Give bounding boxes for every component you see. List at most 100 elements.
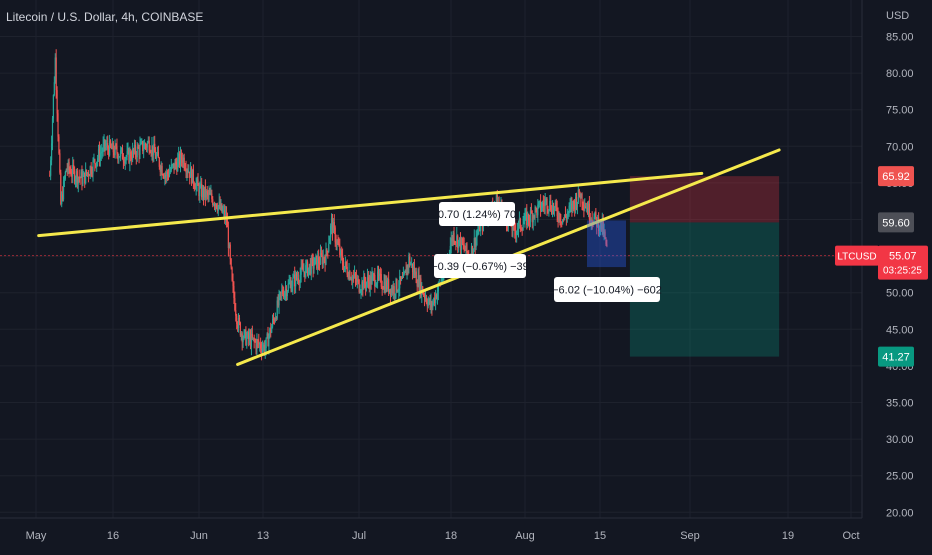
candle-body — [68, 162, 70, 171]
candle-body — [243, 331, 245, 339]
candle-body — [97, 149, 100, 159]
candle-body — [119, 156, 121, 158]
candle-body — [97, 158, 99, 162]
candle-body — [258, 340, 260, 345]
candle-body — [420, 278, 422, 296]
candle-body — [135, 154, 137, 158]
candle-body — [334, 227, 336, 243]
candle-body — [51, 118, 54, 144]
candle-body — [554, 202, 556, 207]
candle-body — [580, 193, 582, 199]
candle-body — [496, 195, 498, 207]
time-scale[interactable] — [0, 518, 862, 550]
measure-range-box[interactable] — [587, 220, 626, 268]
candle-body — [301, 266, 303, 268]
candle-body — [260, 348, 263, 353]
candle-body — [602, 218, 604, 234]
candle-body — [132, 148, 135, 152]
candle-body — [578, 189, 580, 197]
candle-body — [216, 207, 218, 211]
candle-body — [288, 283, 290, 285]
candle-body — [338, 244, 340, 246]
candle-body — [565, 216, 567, 219]
candle-body — [231, 267, 233, 281]
candle-body — [424, 297, 427, 299]
candle-body — [547, 208, 549, 210]
candle-body — [262, 344, 264, 348]
candle-body — [330, 218, 333, 226]
candle-body — [436, 291, 439, 299]
candle-body — [79, 177, 81, 179]
candle-body — [276, 300, 278, 319]
candle-body — [387, 279, 389, 290]
candle-body — [562, 219, 564, 224]
measure-label-box[interactable] — [554, 277, 660, 302]
candle-body — [318, 257, 320, 264]
candle-body — [71, 175, 73, 177]
candle-body — [95, 163, 97, 167]
x-tick-label: Oct — [842, 530, 859, 542]
candle-body — [333, 222, 335, 228]
candle-body — [383, 281, 385, 290]
candle-body — [248, 332, 250, 340]
candle-body — [458, 237, 461, 241]
candle-body — [136, 146, 138, 158]
candle-body — [228, 244, 230, 248]
candle-body — [118, 157, 120, 160]
candle-body — [114, 144, 116, 156]
candle-body — [308, 263, 311, 268]
candle-body — [187, 170, 189, 173]
candle-body — [442, 276, 444, 281]
candle-body — [400, 276, 402, 281]
candle-body — [154, 143, 156, 153]
candle-body — [563, 219, 565, 221]
candle-body — [156, 151, 159, 156]
candle-body — [190, 167, 193, 184]
currency-label: USD — [886, 10, 909, 22]
candle-body — [415, 271, 417, 284]
candle-body — [167, 171, 169, 175]
candle-body — [516, 229, 519, 232]
entry-price-tag-label: 59.60 — [882, 217, 910, 229]
candle-body — [598, 228, 601, 232]
chart-title: Litecoin / U.S. Dollar, 4h, COINBASE — [6, 10, 204, 24]
measure-label-box[interactable] — [434, 254, 526, 278]
candle-body — [282, 289, 284, 295]
candle-body — [560, 221, 562, 223]
candle-body — [84, 172, 86, 184]
candle-body — [388, 289, 391, 293]
candle-body — [312, 258, 314, 269]
candle-body — [566, 213, 568, 219]
candle-body — [467, 251, 469, 254]
candle-body — [564, 214, 567, 217]
candle-body — [576, 201, 579, 208]
candle-body — [449, 245, 451, 255]
candle-body — [281, 289, 283, 293]
candle-body — [394, 293, 396, 295]
candle-body — [53, 82, 55, 95]
measure-label-box[interactable] — [439, 202, 515, 226]
candle-body — [441, 280, 443, 282]
candle-body — [188, 171, 190, 173]
trendline-upper[interactable] — [37, 171, 704, 238]
candle-body — [204, 186, 206, 198]
candle-body — [126, 151, 128, 157]
candle-body — [249, 335, 252, 347]
candle-body — [223, 210, 225, 212]
target-price-tag-label: 65.92 — [882, 171, 910, 183]
candle-body — [81, 171, 83, 185]
candle-body — [298, 282, 300, 284]
candle-body — [416, 283, 418, 287]
candle-body — [150, 152, 152, 154]
candle-body — [585, 206, 587, 209]
candle-body — [99, 153, 101, 161]
candle-body — [268, 335, 270, 347]
candle-body — [332, 222, 334, 233]
candle-body — [263, 344, 265, 353]
candle-body — [405, 269, 407, 276]
candle-body — [569, 205, 571, 207]
candle-body — [178, 153, 181, 165]
candle-body — [605, 237, 607, 245]
